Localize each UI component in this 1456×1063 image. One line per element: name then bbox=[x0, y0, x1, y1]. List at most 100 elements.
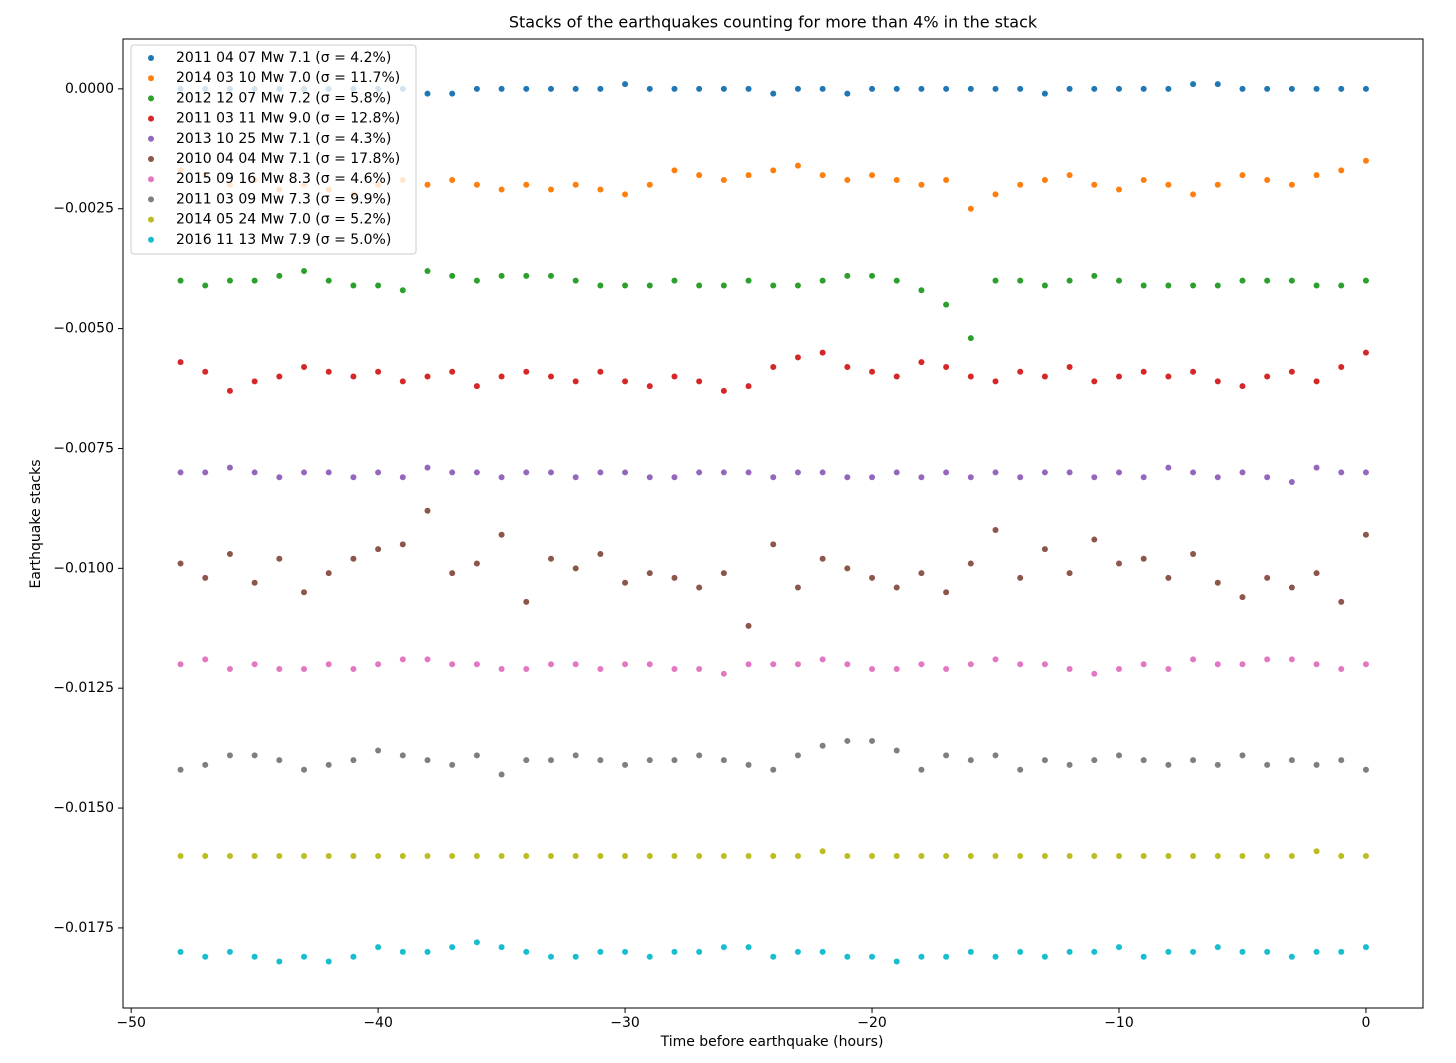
legend-marker bbox=[148, 176, 154, 183]
point bbox=[646, 282, 653, 289]
point bbox=[1165, 464, 1172, 471]
point bbox=[276, 666, 283, 673]
point bbox=[449, 761, 456, 768]
point bbox=[449, 570, 456, 577]
point bbox=[1091, 536, 1098, 543]
point bbox=[1115, 752, 1122, 759]
point bbox=[1140, 368, 1147, 375]
y-tick-label: 0.0000 bbox=[65, 81, 114, 97]
point bbox=[1066, 570, 1073, 577]
point bbox=[1165, 574, 1172, 581]
point bbox=[1214, 378, 1221, 385]
point bbox=[696, 666, 703, 673]
point bbox=[1066, 853, 1073, 860]
point bbox=[622, 853, 629, 860]
point bbox=[449, 368, 456, 375]
y-axis-label: Earthquake stacks bbox=[28, 459, 44, 588]
point bbox=[1017, 853, 1024, 860]
point bbox=[1288, 584, 1295, 591]
point bbox=[622, 948, 629, 955]
point bbox=[1264, 373, 1271, 380]
point bbox=[276, 853, 283, 860]
point bbox=[424, 656, 431, 663]
point bbox=[1264, 85, 1271, 92]
point bbox=[622, 81, 629, 88]
point bbox=[399, 287, 406, 294]
y-tick-label: −0.0100 bbox=[53, 560, 114, 576]
point bbox=[325, 853, 332, 860]
point bbox=[720, 757, 727, 764]
point bbox=[770, 363, 777, 370]
point bbox=[597, 853, 604, 860]
point bbox=[819, 277, 826, 284]
point bbox=[572, 85, 579, 92]
point bbox=[1041, 373, 1048, 380]
point bbox=[1091, 181, 1098, 188]
point bbox=[1362, 661, 1369, 668]
point bbox=[720, 85, 727, 92]
point bbox=[1362, 85, 1369, 92]
point bbox=[1190, 282, 1197, 289]
point bbox=[1190, 948, 1197, 955]
point bbox=[869, 368, 876, 375]
legend-label: 2012 12 07 Mw 7.2 (σ = 5.8%) bbox=[176, 90, 391, 106]
point bbox=[967, 560, 974, 567]
point bbox=[1066, 948, 1073, 955]
point bbox=[1115, 944, 1122, 951]
legend-marker bbox=[148, 135, 154, 142]
point bbox=[869, 172, 876, 179]
point bbox=[1190, 853, 1197, 860]
point bbox=[1041, 953, 1048, 960]
point bbox=[547, 757, 554, 764]
point bbox=[597, 948, 604, 955]
legend-marker bbox=[148, 55, 154, 61]
point bbox=[745, 172, 752, 179]
point bbox=[498, 85, 505, 92]
point bbox=[622, 579, 629, 586]
point bbox=[1313, 282, 1320, 289]
legend: 2011 04 07 Mw 7.1 (σ = 4.2%) 2014 03 10 M… bbox=[130, 44, 417, 255]
point bbox=[869, 85, 876, 92]
point bbox=[1165, 666, 1172, 673]
point bbox=[1066, 172, 1073, 179]
point bbox=[597, 282, 604, 289]
point bbox=[1140, 474, 1147, 481]
axes-frame bbox=[122, 38, 1424, 1009]
point bbox=[844, 661, 851, 668]
point bbox=[646, 85, 653, 92]
point bbox=[943, 953, 950, 960]
point bbox=[1338, 853, 1345, 860]
point bbox=[301, 589, 308, 596]
point bbox=[869, 853, 876, 860]
point bbox=[943, 301, 950, 308]
point bbox=[597, 666, 604, 673]
point bbox=[572, 565, 579, 572]
point bbox=[1264, 574, 1271, 581]
point bbox=[1239, 948, 1246, 955]
point bbox=[1140, 661, 1147, 668]
point bbox=[424, 948, 431, 955]
point bbox=[1041, 546, 1048, 553]
legend-label: 2015 09 16 Mw 8.3 (σ = 4.6%) bbox=[176, 171, 391, 187]
point bbox=[375, 747, 382, 754]
point bbox=[893, 747, 900, 754]
point bbox=[943, 666, 950, 673]
point bbox=[1239, 469, 1246, 476]
point bbox=[893, 853, 900, 860]
point bbox=[1115, 560, 1122, 567]
point bbox=[1041, 853, 1048, 860]
point bbox=[1362, 766, 1369, 773]
point bbox=[1017, 474, 1024, 481]
point bbox=[1041, 282, 1048, 289]
point bbox=[1313, 464, 1320, 471]
point bbox=[943, 176, 950, 183]
point bbox=[1140, 953, 1147, 960]
point bbox=[819, 948, 826, 955]
point bbox=[1091, 757, 1098, 764]
point bbox=[1338, 757, 1345, 764]
point bbox=[1214, 282, 1221, 289]
legend-label: 2011 03 11 Mw 9.0 (σ = 12.8%) bbox=[176, 111, 400, 127]
point bbox=[1066, 277, 1073, 284]
point bbox=[770, 167, 777, 174]
point bbox=[276, 555, 283, 562]
